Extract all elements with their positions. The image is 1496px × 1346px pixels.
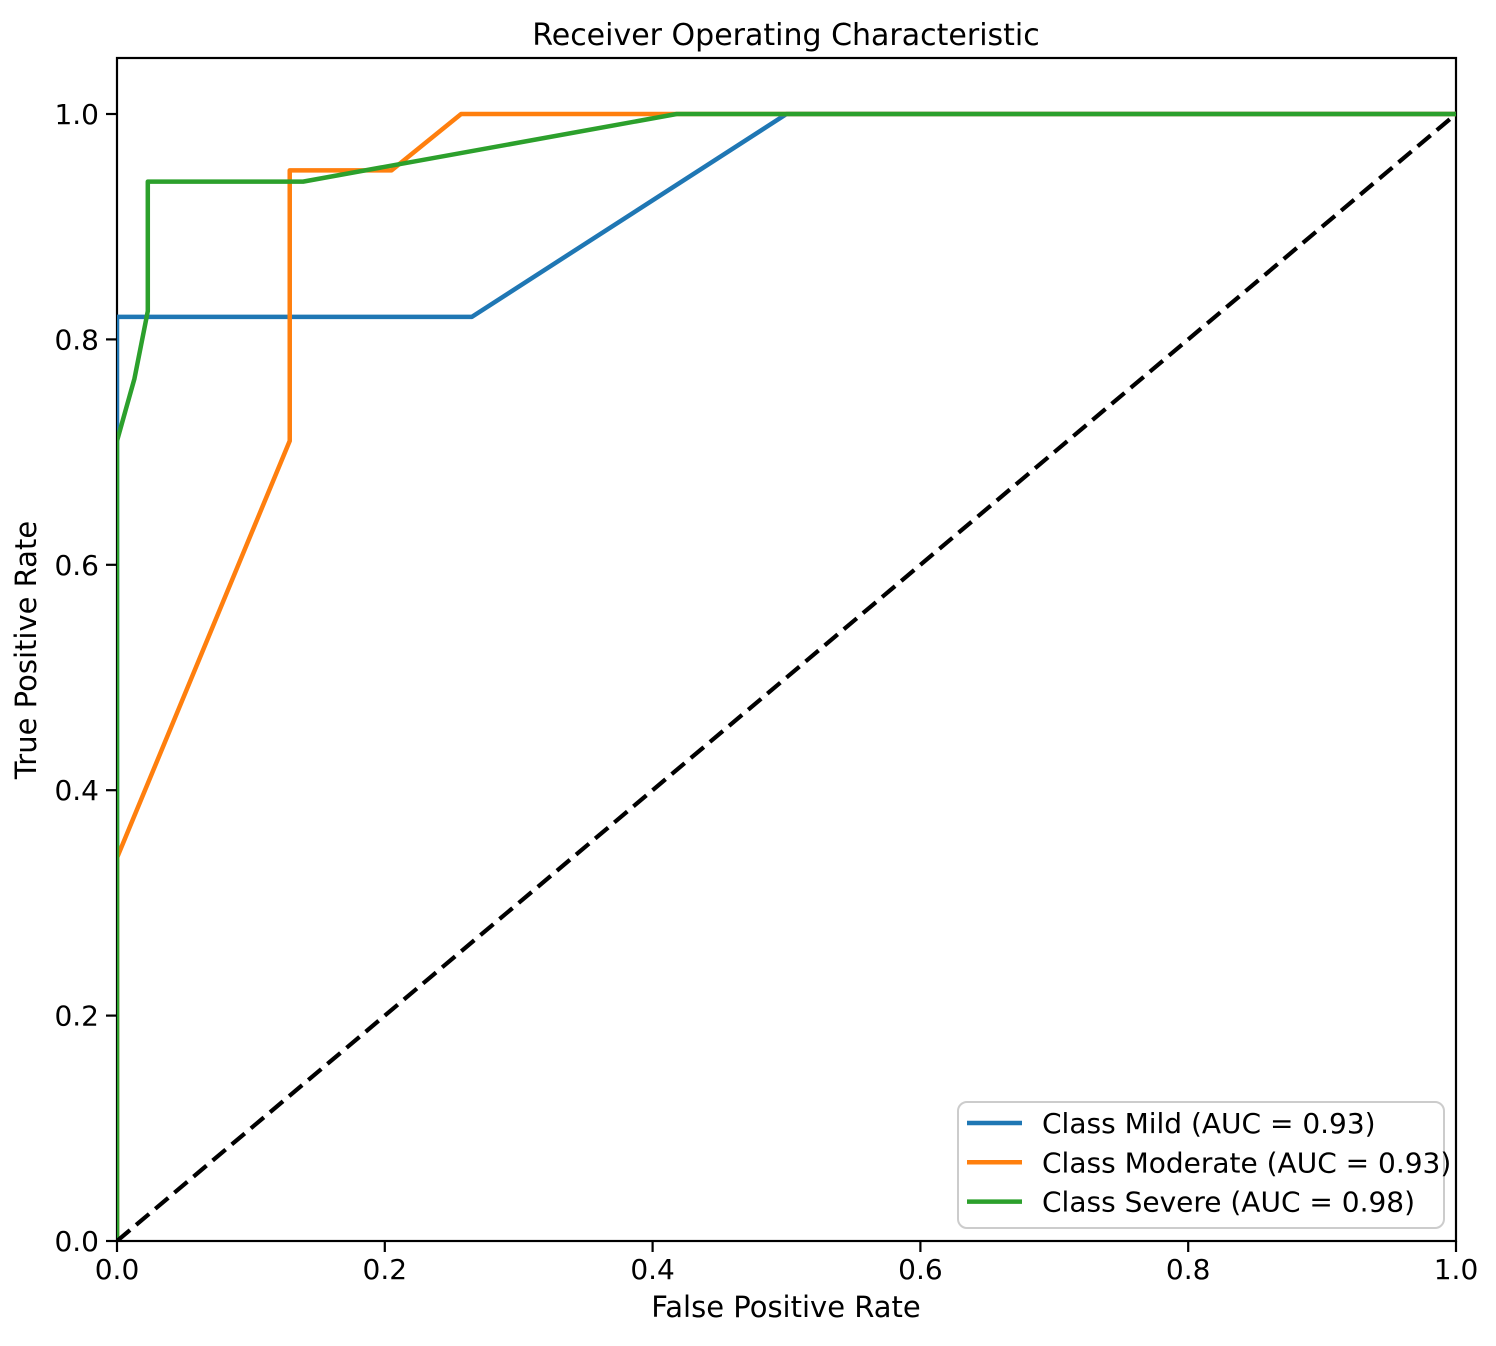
roc-line-severe bbox=[117, 111, 1456, 1241]
y-tick-label: 0.2 bbox=[54, 1000, 99, 1033]
roc-curves bbox=[117, 111, 1456, 1241]
legend-label-severe: Class Severe (AUC = 0.98) bbox=[1042, 1186, 1415, 1219]
roc-line-moderate bbox=[117, 111, 1456, 1241]
legend-label-mild: Class Mild (AUC = 0.93) bbox=[1042, 1107, 1376, 1140]
y-axis-label: True Positive Rate bbox=[9, 521, 43, 780]
x-tick-label: 0.8 bbox=[1166, 1253, 1211, 1286]
x-tick-label: 0.6 bbox=[898, 1253, 943, 1286]
x-tick-label: 0.2 bbox=[363, 1253, 408, 1286]
x-axis-ticks: 0.0 0.2 0.4 0.6 0.8 1.0 bbox=[95, 1241, 1479, 1286]
y-tick-label: 0.4 bbox=[54, 774, 99, 807]
legend-rows: Class Mild (AUC = 0.93) Class Moderate (A… bbox=[967, 1107, 1451, 1219]
x-tick-label: 0.4 bbox=[630, 1253, 675, 1286]
plot-frame bbox=[115, 56, 1458, 1243]
y-tick-label: 0.6 bbox=[54, 549, 99, 582]
y-tick-label: 0.0 bbox=[54, 1225, 99, 1258]
legend-box bbox=[957, 1101, 1445, 1229]
legend: Class Mild (AUC = 0.93) Class Moderate (A… bbox=[957, 1101, 1451, 1229]
chart-title: Receiver Operating Characteristic bbox=[532, 18, 1040, 53]
x-axis-label: False Positive Rate bbox=[651, 1290, 921, 1324]
y-tick-label: 1.0 bbox=[54, 98, 99, 131]
y-axis-ticks: 0.0 0.2 0.4 0.6 0.8 1.0 bbox=[54, 98, 117, 1258]
chance-diagonal bbox=[117, 112, 1456, 1241]
y-tick-label: 0.8 bbox=[54, 323, 99, 356]
x-tick-label: 1.0 bbox=[1434, 1253, 1479, 1286]
x-tick-label: 0.0 bbox=[95, 1253, 140, 1286]
legend-label-moderate: Class Moderate (AUC = 0.93) bbox=[1042, 1146, 1451, 1179]
